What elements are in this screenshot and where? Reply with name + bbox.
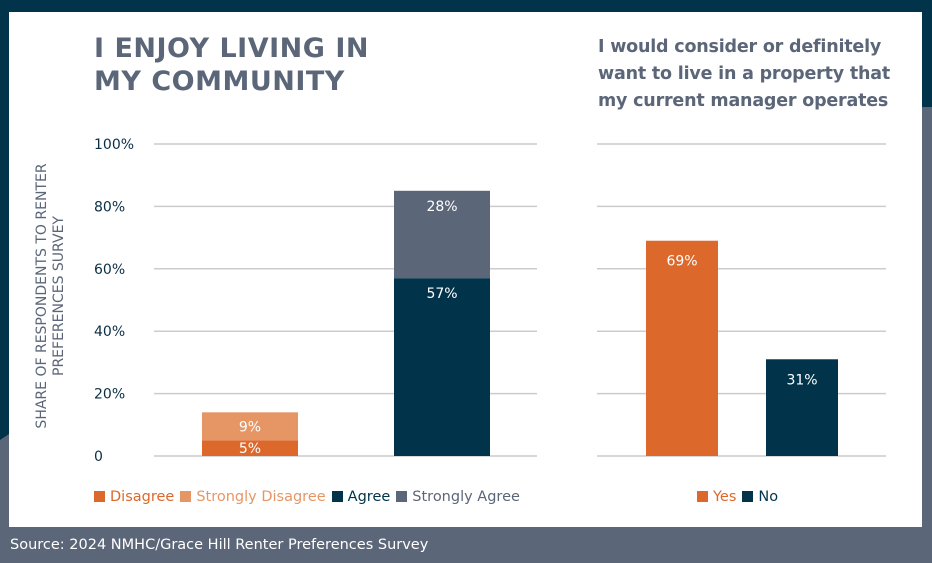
legend-swatch (396, 491, 408, 502)
bar-segment-disagree (202, 440, 298, 456)
legend-item: Strongly Disagree (180, 489, 326, 505)
y-tick-label: 20% (94, 387, 125, 403)
y-tick-label: 40% (94, 324, 125, 340)
legend-label: No (758, 489, 779, 505)
left-title-line: MY COMMUNITY (94, 66, 345, 97)
legend-label: Disagree (110, 489, 175, 505)
legend-swatch (742, 491, 754, 502)
legend-swatch (94, 491, 105, 502)
y-tick-label: 0 (94, 449, 103, 465)
bar-data-label: 28% (426, 199, 457, 215)
legend-swatch (697, 491, 708, 502)
right-title-line: my current manager operates (598, 91, 889, 111)
legend-item: Strongly Agree (396, 489, 520, 505)
legend-label: Agree (347, 489, 391, 505)
legend-item: Yes (697, 489, 736, 505)
right-chart-title: I would consider or definitely want to l… (598, 34, 918, 115)
bar-yes (646, 240, 718, 456)
right-legend: Yes No (697, 489, 784, 505)
legend-label: Strongly Agree (412, 489, 520, 505)
y-tick-label: 60% (94, 262, 125, 278)
bar-no (766, 359, 838, 456)
bar-data-label: 5% (239, 441, 261, 457)
legend-label: Strongly Disagree (196, 489, 326, 505)
source-note: Source: 2024 NMHC/Grace Hill Renter Pref… (10, 537, 429, 553)
left-legend: Disagree Strongly Disagree Agree Strongly A… (94, 489, 526, 505)
legend-item: Agree (331, 489, 391, 505)
left-title-line: I ENJOY LIVING IN (94, 33, 369, 64)
bar-data-label: 57% (426, 286, 457, 302)
bar-data-label: 31% (786, 372, 817, 388)
y-tick-label: 100% (94, 137, 134, 153)
legend-label: Yes (713, 489, 737, 505)
legend-swatch (180, 491, 192, 502)
bar-segment-strongly-disagree (202, 412, 298, 441)
left-chart-title: I ENJOY LIVING IN MY COMMUNITY (94, 32, 424, 98)
bar-data-label: 9% (239, 419, 261, 435)
bar-segment-agree (394, 278, 490, 456)
bar-data-label: 69% (666, 254, 697, 270)
y-tick-label: 80% (94, 199, 125, 215)
legend-swatch (331, 491, 343, 502)
bar-segment-strongly-agree (394, 190, 490, 279)
legend-item: Disagree (94, 489, 174, 505)
right-title-line: I would consider or definitely (598, 37, 882, 57)
legend-item: No (742, 489, 778, 505)
right-title-line: want to live in a property that (598, 64, 891, 84)
